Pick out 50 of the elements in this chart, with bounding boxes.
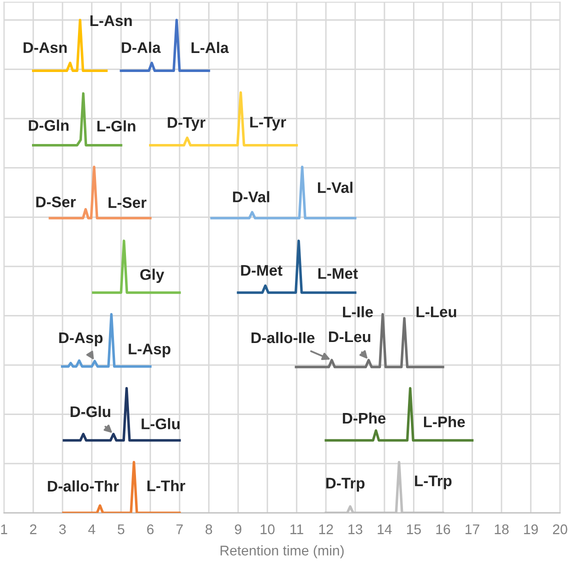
annotation: L-Ala [192,42,229,54]
x-tick-label: 19 [524,524,538,534]
x-axis-title: Retention time (min) [220,545,344,558]
x-tick-label: 15 [407,524,421,534]
x-tick-label: 11 [290,524,304,534]
x-tick-label: 20 [553,524,568,534]
annotation: L-Asn [90,15,132,26]
annotation: D-Phe [342,412,386,424]
x-tick-label: 8 [206,524,212,534]
annotation: D-Trp [326,478,365,492]
annotation: L-Gln [97,120,136,132]
x-tick-label: 9 [234,524,242,534]
annotation: L-Ser [108,197,146,208]
annotation: L-Glu [142,418,180,430]
x-tick-label: 2 [30,524,36,534]
x-tick-label: 5 [118,524,124,534]
annotation: D-Gln [28,120,68,131]
annotation: L-Tyr [250,116,286,131]
annotation: D-Val [233,191,270,202]
annotation: Gly [140,268,164,283]
annotation: D-Tyr [168,117,206,131]
x-tick-label: 17 [466,524,480,534]
x-tick-label: 3 [59,524,66,534]
annotation: L-Ile [343,306,373,318]
x-tick-label: 7 [176,524,183,534]
annotation: D-Leu [329,332,370,342]
x-tick-label: 14 [378,524,392,534]
x-tick-label: 10 [260,524,275,534]
annotation: L-Met [318,268,358,279]
annotation: D-Met [241,265,282,276]
annotation: L-Phe [424,416,465,428]
annotation: D-allo-Thr [48,480,119,492]
x-tick-label: 1 [1,524,8,534]
x-tick-label: 12 [319,524,333,534]
annotation: L-Val [318,182,352,193]
annotation: L-Thr [147,480,186,492]
x-tick-label: 18 [494,524,509,534]
x-tick-label: 4 [88,524,96,534]
annotation: L-Trp [415,476,452,490]
annotation: L-Asp [128,344,170,358]
x-tick-label: 16 [436,524,450,534]
annotation: D-Asn [24,42,67,53]
annotation: D-Glu [70,406,110,418]
annotation: L-Leu [416,306,456,318]
annotation: D-allo-Ile [252,332,315,344]
annotation: D-Ala [122,42,161,53]
x-tick-label: 6 [147,524,154,534]
annotation: D-Ser [36,196,76,208]
annotation: D-Asp [59,332,103,346]
x-tick-label: 13 [348,524,362,534]
